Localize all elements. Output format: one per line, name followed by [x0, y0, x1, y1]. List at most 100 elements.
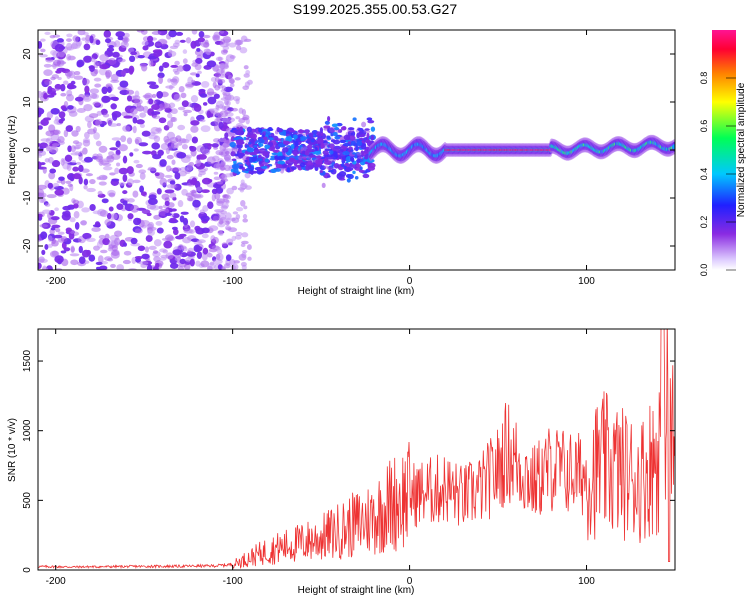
spectrogram-cell [244, 172, 251, 179]
spectrogram-cell [49, 168, 57, 174]
spectrogram-cell [107, 86, 112, 93]
spectrogram-cell [227, 117, 236, 123]
spectrogram-cell [126, 166, 134, 175]
spectrogram-cell [147, 55, 158, 60]
spectrogram-cell [211, 143, 219, 148]
spectrogram-cell [196, 186, 202, 192]
spectrogram-cell [257, 168, 264, 172]
spectrogram-cell [72, 173, 82, 180]
spectrogram-cell [234, 153, 239, 157]
spectrogram-cell [198, 88, 206, 93]
spectrogram-cell [50, 216, 60, 221]
spectrogram-cell [342, 151, 350, 156]
spectrogram-cell [352, 152, 356, 155]
spectrogram-cell [57, 76, 62, 81]
spectrogram-cell [135, 163, 143, 169]
spectrogram-cell [151, 31, 162, 35]
spectrogram-cell [122, 200, 128, 206]
spectrogram-cell [173, 93, 181, 102]
spectrogram-cell [157, 149, 164, 157]
spectrogram-cell [356, 159, 361, 164]
spectrogram-cell [321, 182, 326, 189]
spectrogram-cell [63, 210, 71, 218]
spectrogram-cell [218, 151, 224, 156]
x-tick-label: -100 [223, 576, 243, 587]
spectrogram-cell [240, 243, 246, 248]
spectrogram-cell [134, 255, 143, 260]
x-tick-label: 0 [407, 576, 413, 587]
spectrogram-cell [231, 235, 237, 242]
spectrogram-cell [290, 166, 297, 171]
spectrogram-cell [38, 125, 43, 130]
spectrogram-cell [67, 82, 74, 90]
spectrogram-cell [159, 248, 167, 253]
spectrogram-cell [78, 150, 84, 157]
spectrogram-cell [182, 217, 189, 226]
spectrogram-cell [121, 111, 128, 117]
spectrogram-cell [366, 132, 370, 139]
spectrogram-cell [146, 264, 153, 270]
spectrogram-cell [246, 147, 252, 151]
spectrogram-cell [136, 119, 145, 125]
spectrogram-cell [93, 132, 100, 140]
spectrogram-cell [250, 166, 255, 171]
spectrogram-cell [240, 261, 247, 267]
spectrogram-cell [311, 129, 318, 135]
spectrogram-cell [58, 118, 64, 124]
spectrogram-cell [313, 150, 322, 155]
y-tick-label: 0 [22, 147, 33, 153]
spectrogram-cell [158, 205, 163, 210]
spectrogram-cell [327, 175, 331, 178]
spectrogram-cell [300, 137, 305, 142]
spectrogram-cell [243, 205, 248, 210]
spectrogram-cell [47, 235, 53, 242]
spectrogram-cell [224, 86, 233, 93]
spectrogram-cell [88, 254, 96, 262]
spectrogram-cell [156, 90, 164, 99]
spectrogram-cell [334, 136, 341, 140]
spectrogram-cell [132, 190, 139, 198]
spectrogram-cell [221, 203, 229, 209]
spectrogram-cell [86, 237, 96, 243]
spectrogram-cell [177, 266, 185, 270]
spectrogram-cell [126, 95, 133, 102]
spectrogram-cell [195, 73, 200, 78]
x-tick-label: -200 [46, 576, 66, 587]
spectrogram-cell [248, 171, 255, 174]
spectrogram-cell [41, 198, 47, 203]
spectrogram-cell [66, 38, 72, 42]
spectrogram-cell [245, 137, 250, 140]
spectrogram-cell [107, 57, 117, 66]
spectrogram-cell [73, 71, 81, 76]
spectrogram-cell [244, 185, 252, 190]
spectrogram-cell [98, 181, 107, 186]
spectrogram-cell [324, 120, 330, 125]
spectrogram-cell [277, 160, 286, 165]
spectrogram-cell [104, 218, 112, 226]
spectrogram-cell [245, 144, 250, 148]
colorbar-tick-label: 0.2 [699, 216, 709, 229]
spectrogram-cell [158, 76, 164, 84]
spectrogram-cell [193, 193, 204, 199]
spectrogram-cell [338, 171, 347, 177]
spectrogram-cell [60, 250, 67, 254]
spectrogram-cell [185, 133, 192, 141]
spectrogram-cell [224, 225, 232, 231]
spectrogram-cell [275, 163, 283, 169]
spectrogram-cell [235, 116, 241, 120]
spectrogram-cell [361, 121, 367, 128]
spectrogram-cell [151, 111, 161, 115]
spectrogram-cell [241, 167, 246, 171]
spectrogram-cell [258, 127, 263, 133]
spectrogram-cell [83, 103, 93, 112]
spectrogram-cell [323, 144, 328, 150]
spectrogram-cell [325, 156, 334, 160]
spectrogram-cell [38, 184, 47, 190]
spectrogram-cell [245, 118, 250, 125]
spectrogram-cell [73, 203, 79, 209]
spectrogram-cell [166, 154, 174, 160]
spectrogram-cell [212, 236, 219, 244]
spectrogram-cell [104, 38, 112, 44]
spectrogram-cell [196, 159, 201, 165]
spectrogram-cell [83, 55, 92, 63]
